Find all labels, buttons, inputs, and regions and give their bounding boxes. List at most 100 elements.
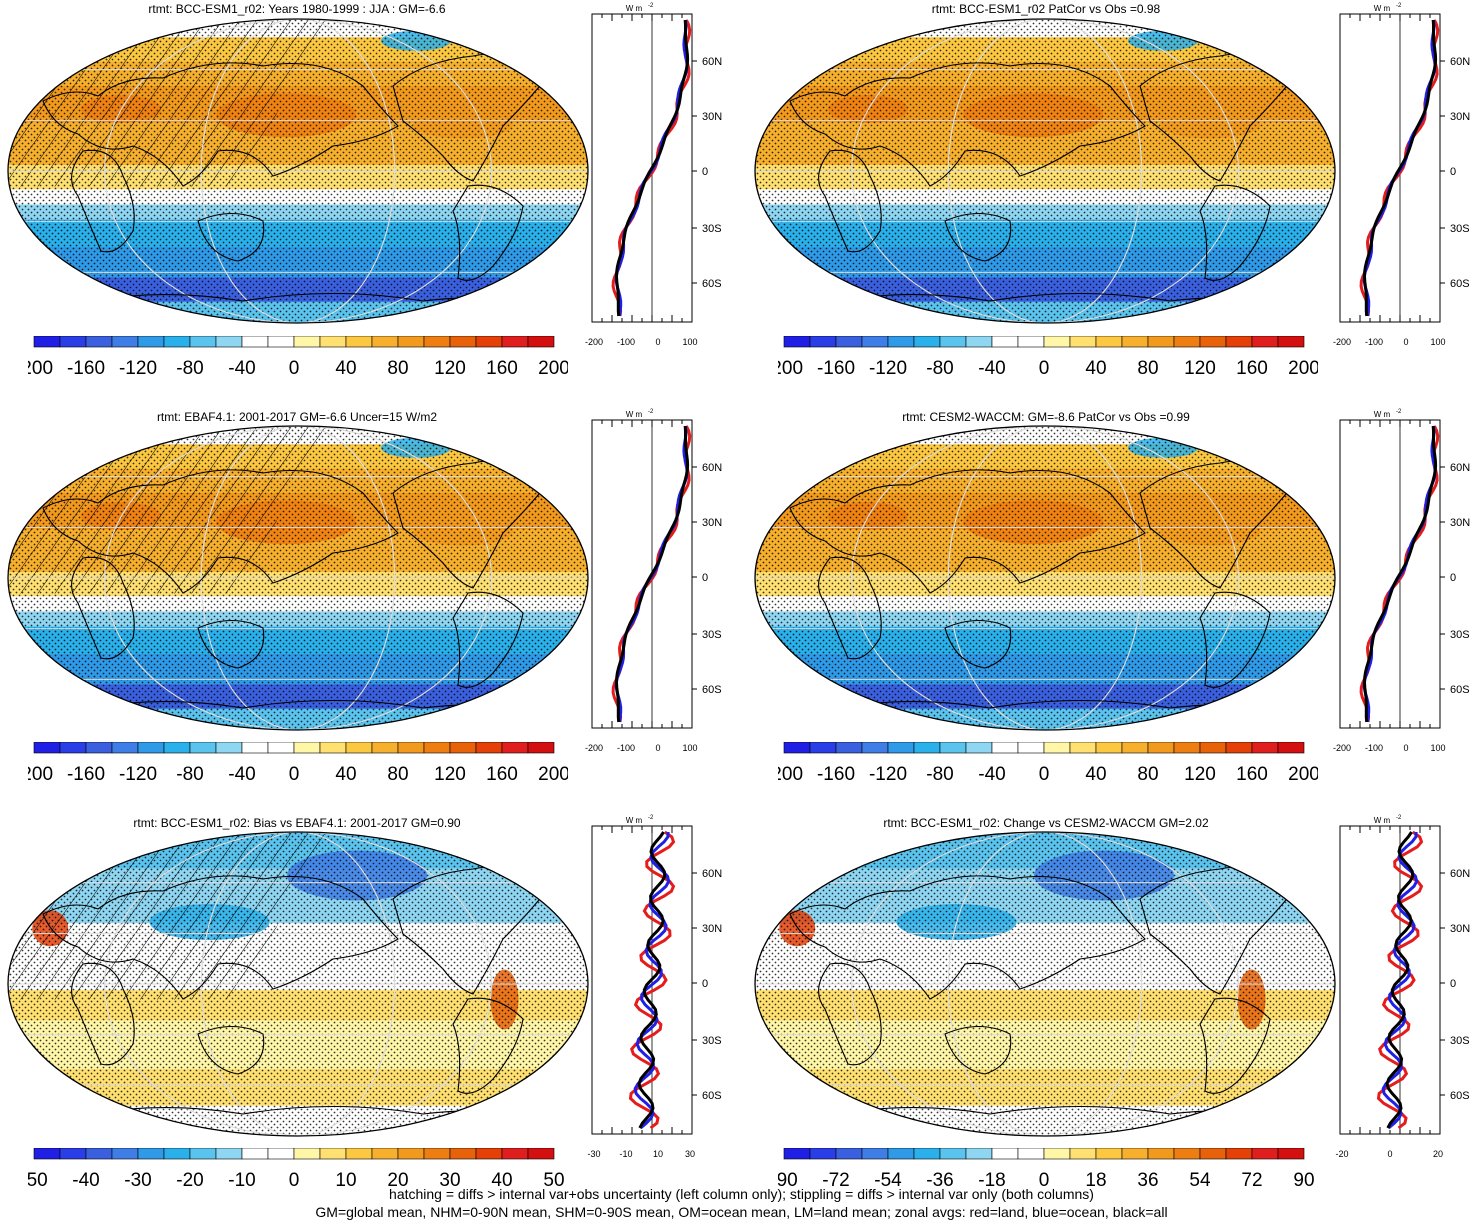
colorbar-swatch	[163, 336, 191, 348]
zonal-unit-label: W m	[1374, 410, 1391, 419]
zonal-lat-label: 60S	[702, 684, 722, 696]
colorbar-swatch	[991, 1148, 1019, 1160]
zonal-tick-label: -100	[617, 337, 635, 347]
colorbar-swatch	[293, 1148, 321, 1160]
zonal-line-all	[637, 831, 667, 1129]
zonal-line-all	[1385, 831, 1415, 1129]
colorbar-label: -40	[228, 358, 255, 378]
colorbar-swatch	[397, 1148, 425, 1160]
zonal-panel-4: W m -2 60N 30N 0 30S 60S -200 -100 0 100	[1333, 409, 1470, 753]
zonal-lat-label: 30S	[1450, 629, 1470, 641]
colorbar-swatch	[835, 742, 863, 754]
colorbar-swatch	[449, 336, 477, 348]
colorbar-label: -10	[228, 1170, 255, 1190]
colorbar-swatch	[293, 742, 321, 754]
colorbar-label: -160	[67, 764, 105, 784]
zonal-lat-label: 30N	[702, 517, 722, 529]
colorbar-swatch	[111, 336, 139, 348]
zonal-line-ocean	[633, 831, 671, 1130]
zonal-tick-label: 30	[685, 1149, 695, 1159]
colorbar-label: 120	[434, 358, 466, 378]
footer-line-2: GM=global mean, NHM=0-90N mean, SHM=0-90…	[315, 1204, 1168, 1220]
colorbar-swatch	[913, 1148, 941, 1160]
colorbar-swatch	[85, 336, 113, 348]
colorbar-swatch	[267, 336, 295, 348]
colorbar-swatch	[1199, 742, 1227, 754]
colorbar-label: 120	[1184, 358, 1216, 378]
colorbar-swatch	[1043, 1148, 1071, 1160]
zonal-lat-label: 60S	[702, 1090, 722, 1102]
zonal-tick-label: 0	[655, 337, 660, 347]
colorbar-swatch	[1199, 1148, 1227, 1160]
colorbar-label: -120	[869, 358, 907, 378]
colorbar-swatch	[163, 1148, 191, 1160]
colorbar-label: 80	[1137, 764, 1158, 784]
zonal-tick-label: 0	[1403, 337, 1408, 347]
colorbar-swatch	[783, 336, 811, 348]
colorbar-label: -80	[176, 764, 203, 784]
colorbar-label: 200	[1288, 764, 1318, 784]
colorbar-swatch	[449, 742, 477, 754]
colorbar-swatch	[241, 742, 269, 754]
colorbar-label: 20	[387, 1170, 408, 1190]
zonal-lat-label: 60S	[1450, 1090, 1470, 1102]
colorbar-swatch	[319, 1148, 347, 1160]
zonal-lat-label: 0	[702, 572, 708, 584]
zonal-lat-label: 30N	[1450, 517, 1470, 529]
colorbar-swatch	[1251, 336, 1279, 348]
colorbar-label: 200	[1288, 358, 1318, 378]
colorbar-label: 0	[1039, 764, 1050, 784]
colorbar-label: 72	[1241, 1170, 1262, 1190]
colorbar-label: 40	[1085, 764, 1106, 784]
colorbar-label: -54	[874, 1170, 902, 1190]
colorbar-swatch	[991, 742, 1019, 754]
colorbar-swatch	[137, 1148, 165, 1160]
zonal-line-all	[614, 19, 690, 317]
zonal-lat-label: 30S	[1450, 1035, 1470, 1047]
colorbar-swatch	[861, 1148, 889, 1160]
colorbar-swatch	[241, 1148, 269, 1160]
zonal-tick-label: 0	[1403, 743, 1408, 753]
zonal-lat-label: 60S	[1450, 278, 1470, 290]
zonal-tick-label: -200	[585, 337, 603, 347]
colorbar-label: 50	[543, 1170, 564, 1190]
footer-line-1: hatching = diffs > internal var+obs unce…	[389, 1186, 1094, 1202]
zonal-lat-label: 30N	[702, 111, 722, 123]
zonal-tick-label: 100	[682, 743, 697, 753]
colorbar-swatch	[965, 1148, 993, 1160]
zonal-panel-3: W m -2 60N 30N 0 30S 60S -200 -100 0 100	[585, 409, 722, 753]
zonal-tick-label: -100	[1365, 337, 1383, 347]
colorbar-5: -50 -40 -30 -20 -10 0 10 20 30 40 50	[28, 1148, 565, 1190]
zonal-tick-label: -100	[1365, 743, 1383, 753]
colorbar-swatch	[1095, 1148, 1123, 1160]
colorbar-swatch	[1017, 742, 1045, 754]
panel-title-3: rtmt: EBAF4.1: 2001-2017 GM=-6.6 Uncer=1…	[156, 410, 438, 424]
colorbar-4: -200 -160 -120 -80 -40 0 40 80 120 160 200	[778, 742, 1318, 784]
zonal-lat-label: 60S	[702, 278, 722, 290]
colorbar-label: -80	[926, 358, 953, 378]
zonal-tick-label: 20	[1433, 1149, 1443, 1159]
zonal-unit-sup: -2	[1396, 815, 1402, 821]
colorbar-label: -160	[67, 358, 105, 378]
colorbar-swatch	[809, 336, 837, 348]
zonal-panel-5: W m -2 60N 30N 0 30S 60S -30 -10 10 30	[587, 815, 722, 1159]
colorbar-label: 120	[1184, 764, 1216, 784]
colorbar-label: 120	[434, 764, 466, 784]
zonal-lat-label: 60N	[702, 868, 722, 880]
colorbar-swatch	[965, 742, 993, 754]
colorbar-swatch	[85, 1148, 113, 1160]
colorbar-swatch	[475, 1148, 503, 1160]
colorbar-label: -120	[869, 764, 907, 784]
zonal-unit-label: W m	[626, 816, 643, 825]
colorbar-swatch	[111, 1148, 139, 1160]
colorbar-label: 0	[289, 764, 300, 784]
colorbar-label: 200	[538, 358, 568, 378]
colorbar-label: 200	[538, 764, 568, 784]
colorbar-swatch	[1069, 1148, 1097, 1160]
colorbar-label: -36	[926, 1170, 953, 1190]
colorbar-swatch	[137, 742, 165, 754]
zonal-tick-label: 100	[1430, 337, 1445, 347]
panel-title-2: rtmt: BCC-ESM1_r02 PatCor vs Obs =0.98	[931, 2, 1161, 16]
colorbar-label: -80	[926, 764, 953, 784]
colorbar-label: -20	[176, 1170, 203, 1190]
